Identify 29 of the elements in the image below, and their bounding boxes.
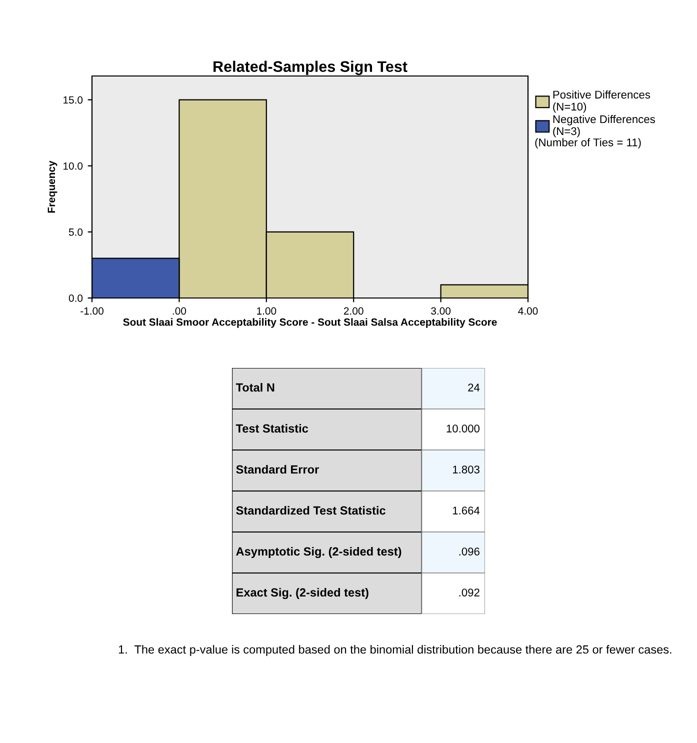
text: 1. The exact p-value is computed based on the binomial distribution because there are 25 or fewer cases. bbox=[118, 645, 672, 656]
text: 10.000 bbox=[446, 424, 480, 432]
legend-label: Negative Differences (N=3) bbox=[553, 114, 655, 138]
text: Exact Sig. (2-sided test) bbox=[236, 588, 368, 600]
chart-title: Related-Samples Sign Test bbox=[214, 60, 408, 76]
text: Asymptotic Sig. (2-sided test) bbox=[236, 546, 402, 558]
text: 1.803 bbox=[452, 466, 480, 474]
text: Standard Error bbox=[236, 464, 319, 474]
x-axis-title: Sout Slaai Smoor Acceptability Score - Sout Slaai Salsa Acceptability Score bbox=[123, 318, 497, 328]
legend-label: Positive Differences (N=10) bbox=[553, 90, 650, 113]
y-tick-label: 10.0 bbox=[63, 162, 83, 170]
y-tick-label: 0.0 bbox=[68, 294, 83, 302]
y-axis-title: Frequency bbox=[48, 160, 58, 213]
x-tick-label: 1.00 bbox=[257, 307, 276, 315]
text: .096 bbox=[459, 548, 480, 556]
text: Total N bbox=[236, 382, 274, 392]
text: Test Statistic bbox=[236, 424, 308, 433]
x-tick-label: .00 bbox=[172, 307, 186, 315]
y-tick-label: 15.0 bbox=[63, 96, 83, 104]
x-tick-label: 4.00 bbox=[518, 307, 538, 315]
x-tick-label: 2.00 bbox=[344, 307, 364, 315]
text: Standardized Test Statistic bbox=[236, 506, 386, 515]
x-tick-label: -1.00 bbox=[80, 307, 104, 315]
text: .092 bbox=[459, 588, 480, 596]
text: (Number of Ties = 11) bbox=[535, 138, 641, 149]
text: 1.664 bbox=[452, 506, 480, 514]
text: 24 bbox=[468, 384, 480, 392]
x-tick-label: 3.00 bbox=[431, 307, 451, 315]
y-tick-label: 5.0 bbox=[68, 228, 83, 236]
